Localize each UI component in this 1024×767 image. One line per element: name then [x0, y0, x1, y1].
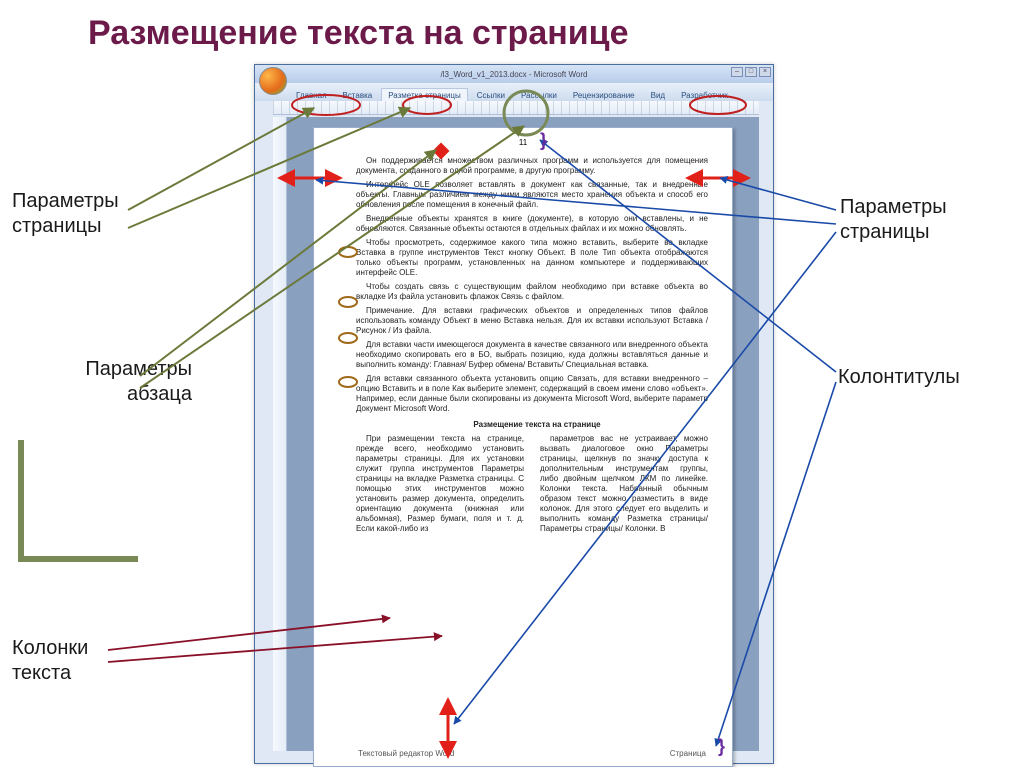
vertical-ruler[interactable]: [273, 117, 287, 751]
tab-mailings[interactable]: Рассылки: [514, 88, 564, 101]
window-controls: – □ ×: [731, 67, 771, 77]
page-footer-left: Текстовый редактор Word: [358, 749, 454, 758]
minimize-button[interactable]: –: [731, 67, 743, 77]
para-6: Примечание. Для вставки графических объе…: [356, 306, 708, 336]
column-left: При размещении текста на странице, прежд…: [356, 434, 524, 538]
label-paragraph-params: Параметрыабзаца: [32, 357, 192, 407]
slide-title: Размещение текста на странице: [88, 14, 628, 53]
page-body: Он поддерживается множеством различных п…: [356, 156, 708, 738]
ribbon-tabs: Главная Вставка Разметка страницы Ссылки…: [255, 83, 773, 101]
accent-horizontal: [18, 556, 138, 562]
tab-review[interactable]: Рецензирование: [566, 88, 642, 101]
horizontal-ruler[interactable]: [273, 101, 759, 115]
tab-home[interactable]: Главная: [289, 88, 333, 101]
document-area: 11 Он поддерживается множеством различны…: [273, 117, 759, 751]
tab-references[interactable]: Ссылки: [470, 88, 512, 101]
para-1: Он поддерживается множеством различных п…: [356, 156, 708, 176]
label-text-columns: Колонкитекста: [12, 636, 88, 686]
para-3: Внедренные объекты хранятся в книге (док…: [356, 214, 708, 234]
label-page-params-left: Параметрыстраницы: [12, 189, 119, 239]
para-7: Для вставки части имеющегося документа в…: [356, 340, 708, 370]
para-8: Для вставки связанного объекта установит…: [356, 374, 708, 414]
tab-view[interactable]: Вид: [644, 88, 672, 101]
two-columns: При размещении текста на странице, прежд…: [356, 434, 708, 538]
tab-insert[interactable]: Вставка: [335, 88, 379, 101]
office-button[interactable]: [259, 67, 287, 95]
page-header-number: 11: [314, 138, 732, 147]
label-headers-footers: Колонтитулы: [838, 365, 960, 390]
para-2: Интерфейс OLE позволяет вставлять в доку…: [356, 180, 708, 210]
window-titlebar: /l3_Word_v1_2013.docx - Microsoft Word –…: [255, 65, 773, 83]
label-page-params-right: Параметрыстраницы: [840, 195, 947, 245]
word-window: /l3_Word_v1_2013.docx - Microsoft Word –…: [254, 64, 774, 764]
maximize-button[interactable]: □: [745, 67, 757, 77]
window-title-text: /l3_Word_v1_2013.docx - Microsoft Word: [441, 70, 588, 79]
section-heading: Размещение текста на странице: [356, 420, 708, 430]
tab-page-layout[interactable]: Разметка страницы: [381, 88, 468, 101]
page-footer-right: Страница: [670, 749, 706, 758]
column-right: параметров вас не устраивает, можно вызв…: [540, 434, 708, 538]
accent-vertical: [18, 440, 24, 560]
document-page: 11 Он поддерживается множеством различны…: [313, 127, 733, 767]
para-4: Чтобы просмотреть, содержимое какого тип…: [356, 238, 708, 278]
para-5: Чтобы создать связь с существующим файло…: [356, 282, 708, 302]
tab-developer[interactable]: Разработчик: [674, 88, 735, 101]
close-button[interactable]: ×: [759, 67, 771, 77]
